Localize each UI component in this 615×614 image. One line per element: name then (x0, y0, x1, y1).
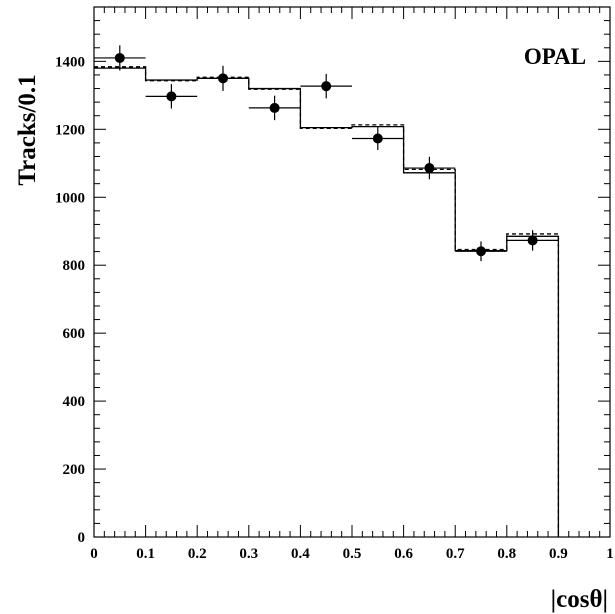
data-marker (424, 163, 435, 174)
x-tick-label: 1 (606, 546, 614, 562)
y-tick-label: 1200 (55, 122, 85, 138)
x-tick-label: 0 (90, 546, 98, 562)
x-axis-title: |cosθ| (551, 586, 608, 613)
data-marker (372, 133, 383, 144)
x-tick-label: 0.5 (343, 546, 362, 562)
data-point (403, 156, 456, 180)
opal-label: OPAL (524, 44, 586, 69)
y-tick-label: 200 (63, 462, 86, 478)
solid-histogram (94, 67, 560, 537)
x-tick-label: 0.8 (497, 546, 516, 562)
y-tick-label: 1400 (55, 54, 85, 70)
solid-histogram-line (94, 67, 560, 537)
data-point (145, 84, 198, 109)
axis-ticks (93, 7, 611, 538)
x-tick-label: 0.6 (394, 546, 413, 562)
x-tick-label: 0.1 (136, 546, 155, 562)
data-points (94, 45, 559, 262)
data-marker (476, 246, 486, 257)
x-tick-label: 0.4 (291, 546, 310, 562)
data-marker (114, 52, 125, 63)
data-point (352, 126, 404, 151)
data-point (248, 95, 301, 121)
data-point (506, 230, 559, 251)
y-tick-label: 1000 (55, 190, 85, 206)
x-tick-label: 0.2 (188, 546, 207, 562)
y-tick-labels: 0 200 400 600 800 1000 1200 1400 (55, 54, 85, 546)
y-tick-label: 400 (63, 394, 86, 410)
data-marker (218, 73, 228, 84)
dashed-histogram-line (94, 66, 560, 537)
dashed-histogram (94, 66, 560, 537)
data-marker (527, 235, 538, 246)
y-tick-label: 600 (63, 326, 86, 342)
x-tick-label: 0.9 (549, 546, 568, 562)
data-point (455, 241, 507, 262)
y-tick-label: 0 (78, 530, 86, 546)
data-marker (269, 102, 280, 113)
x-tick-label: 0.7 (446, 546, 465, 562)
data-marker (321, 81, 332, 92)
y-axis-title: Tracks/0.1 (14, 74, 41, 185)
data-point (197, 65, 249, 91)
data-marker (166, 91, 177, 102)
x-tick-labels: 0 0.1 0.2 0.3 0.4 0.5 0.6 0.7 0.8 0.9 1 (90, 546, 614, 562)
data-point (300, 73, 352, 99)
y-tick-label: 800 (63, 258, 86, 274)
x-tick-label: 0.3 (239, 546, 258, 562)
data-point (94, 45, 146, 71)
